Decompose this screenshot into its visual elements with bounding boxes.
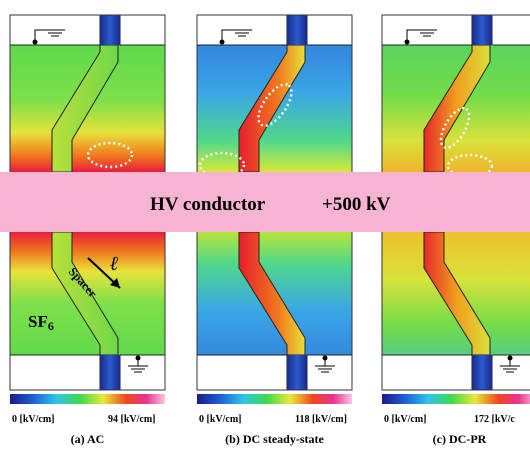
scale-min: 0 [kV/cm] (12, 414, 55, 425)
length-symbol: ℓ (110, 253, 119, 275)
enclosure-top-right (120, 15, 170, 45)
panel-caption: (b) DC steady-state (225, 432, 324, 446)
scale-max: 118 [kV/cm] (295, 414, 347, 425)
enclosure-bottom-left (382, 355, 472, 390)
conductor-label: HV conductor (150, 194, 266, 215)
enclosure-bottom-right (307, 355, 357, 390)
enclosure-top-right (307, 15, 357, 45)
enclosure-top-right (492, 15, 530, 45)
scale-max: 94 [kV/cm] (108, 414, 156, 425)
figure: 0 [kV/cm] 94 [kV/cm](a) AC 0 [kV/cm] 118 [k… (0, 0, 530, 449)
enclosure-bottom-left (10, 355, 100, 390)
flange-top (472, 15, 492, 45)
colorbar (10, 394, 165, 404)
panel-caption: (a) AC (71, 432, 105, 446)
scale-min: 0 [kV/cm] (384, 414, 427, 425)
colorbar (382, 394, 530, 404)
scale-min: 0 [kV/cm] (199, 414, 242, 425)
conductor-voltage: +500 kV (322, 194, 391, 215)
enclosure-bottom-left (197, 355, 287, 390)
medium-sub: 6 (48, 319, 54, 333)
medium-base: SF (28, 312, 48, 331)
scale-max: 172 [kV/c (474, 414, 515, 425)
flange-bottom (287, 355, 307, 390)
enclosure-bottom-right (120, 355, 170, 390)
flange-bottom (100, 355, 120, 390)
flange-top (100, 15, 120, 45)
panel-caption: (c) DC-PR (433, 432, 487, 446)
colorbar (197, 394, 352, 404)
flange-bottom (472, 355, 492, 390)
flange-top (287, 15, 307, 45)
